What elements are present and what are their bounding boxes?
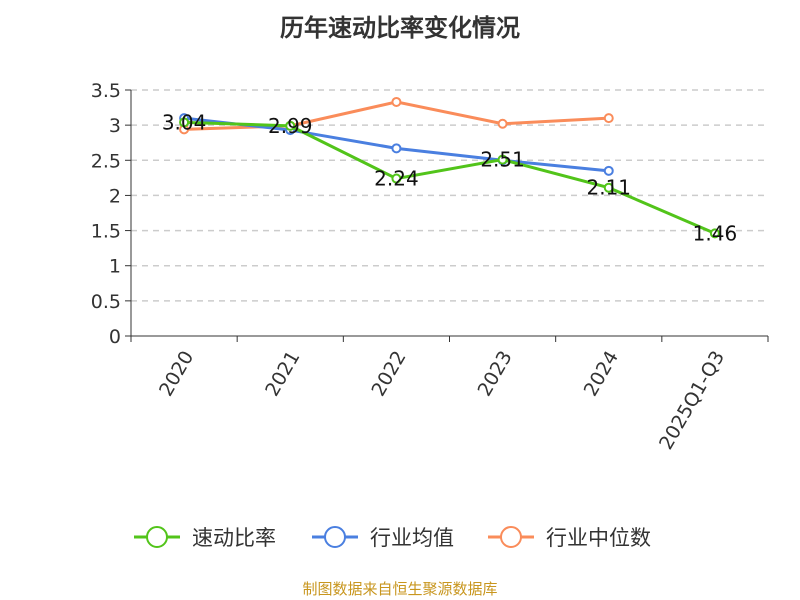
legend-label: 行业均值 [370, 526, 454, 550]
data-label: 3.04 [162, 110, 207, 134]
y-tick-label: 1 [109, 256, 121, 278]
x-tick-label: 2021 [261, 347, 304, 400]
x-tick-label: 2020 [155, 347, 198, 400]
data-point [179, 117, 190, 128]
y-tick-label: 3 [109, 115, 121, 137]
data-label: 2.11 [586, 176, 631, 200]
source-note: 制图数据来自恒生聚源数据库 [302, 580, 498, 598]
y-tick-label: 1.5 [91, 221, 121, 243]
data-point [603, 165, 614, 176]
data-label: 2.99 [268, 114, 313, 138]
data-label: 1.46 [693, 221, 738, 245]
x-tick-label: 2022 [367, 347, 410, 400]
y-tick-label: 0 [109, 326, 121, 348]
x-tick-label: 2024 [580, 347, 623, 400]
y-tick-label: 2.5 [91, 150, 121, 172]
data-point [497, 154, 508, 165]
data-point [709, 228, 720, 239]
data-point [391, 143, 402, 154]
data-point [285, 120, 296, 131]
chart-title: 历年速动比率变化情况 [280, 14, 520, 42]
series-line [184, 120, 716, 235]
y-tick-label: 0.5 [91, 291, 121, 313]
data-point [497, 118, 508, 129]
x-tick-label: 2025Q1-Q3 [655, 347, 729, 453]
data-point [603, 182, 614, 193]
y-tick-label: 2 [109, 185, 121, 207]
data-point [391, 96, 402, 107]
legend-marker [146, 526, 168, 548]
x-tick-label: 2023 [474, 347, 517, 400]
data-label: 2.24 [374, 167, 419, 191]
y-tick-label: 3.5 [91, 80, 121, 102]
legend-label: 速动比率 [192, 526, 276, 550]
data-point [391, 173, 402, 184]
data-label: 2.51 [480, 148, 525, 172]
legend-label: 行业中位数 [546, 526, 651, 550]
legend-marker [324, 526, 346, 548]
data-point [603, 113, 614, 124]
legend-marker [500, 526, 522, 548]
